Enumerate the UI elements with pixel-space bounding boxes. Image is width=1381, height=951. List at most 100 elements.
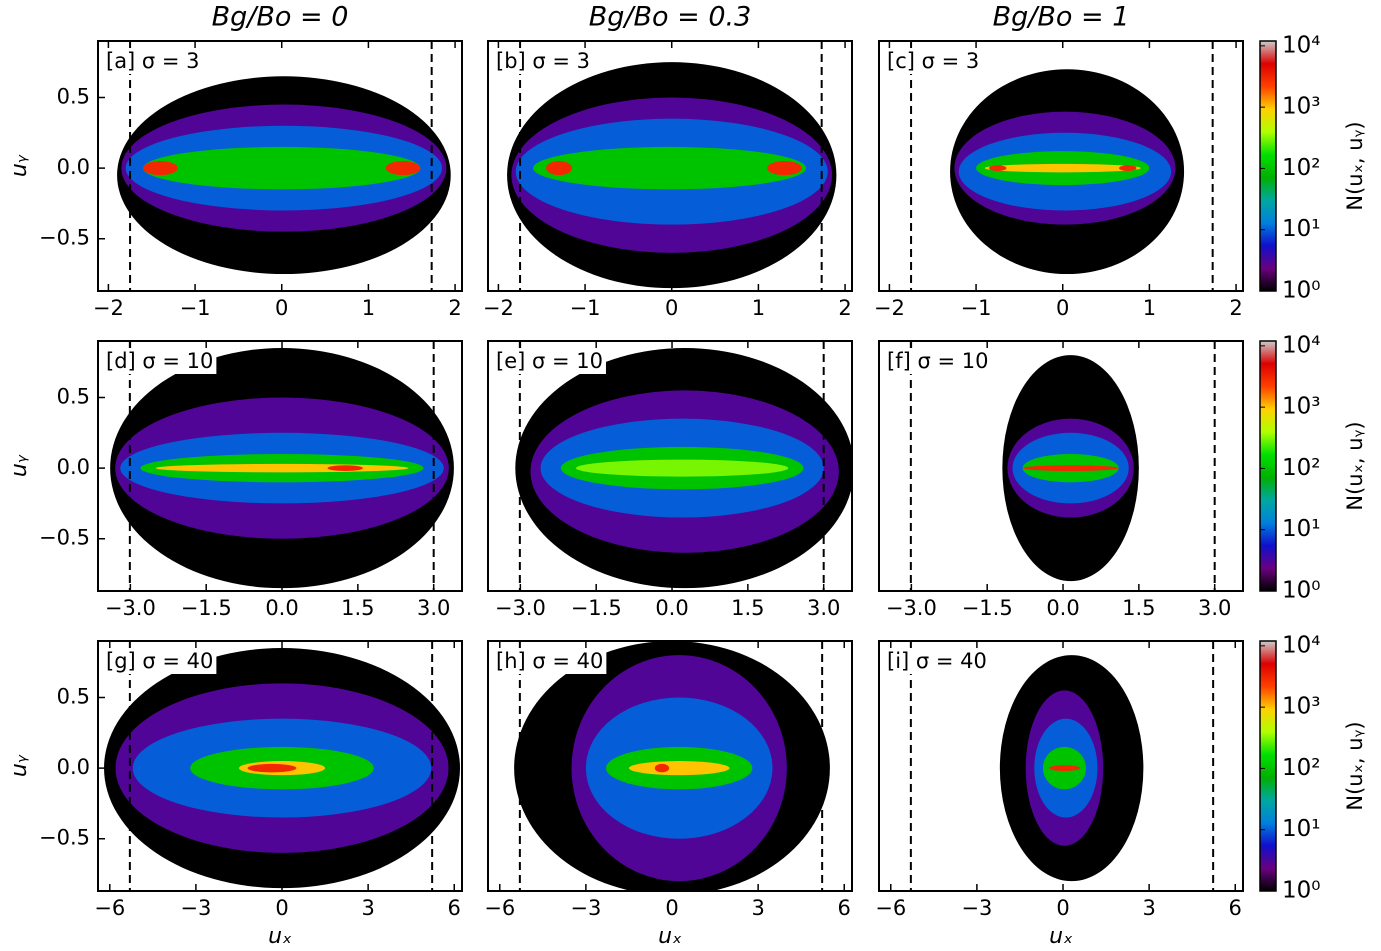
colorbar-tick-label: 10³ xyxy=(1282,694,1321,720)
density-region xyxy=(575,459,789,477)
panel-label-bg xyxy=(103,648,217,674)
x-tick-label: −1.5 xyxy=(181,596,232,620)
y-axis-label: uᵧ xyxy=(7,154,32,177)
y-tick-label: 0.0 xyxy=(57,155,90,179)
plot-frame xyxy=(97,40,463,292)
x-tick-label: −2 xyxy=(874,296,905,320)
colorbar-tick-label: 10² xyxy=(1282,155,1321,181)
x-tick-label: −3 xyxy=(961,896,992,920)
panel-label-bg xyxy=(884,348,992,374)
colorbar-tick-label: 10⁴ xyxy=(1282,32,1321,58)
density-region xyxy=(155,463,409,473)
density-region xyxy=(654,763,670,773)
x-tick-label: 1.5 xyxy=(731,596,764,620)
y-tick-label: 0.5 xyxy=(57,384,90,408)
x-tick-label: 0.0 xyxy=(265,596,298,620)
plot-frame xyxy=(487,40,853,292)
colorbar-tick-label: 10⁰ xyxy=(1282,278,1321,304)
panel xyxy=(507,41,837,291)
panel-label-bg xyxy=(884,648,990,674)
colorbar-tick-label: 10³ xyxy=(1282,94,1321,120)
x-tick-label: 3.0 xyxy=(417,596,450,620)
panel-label-bg xyxy=(493,348,606,374)
x-tick-label: 1 xyxy=(362,296,375,320)
density-region xyxy=(767,161,802,176)
panel-label: [d] σ = 10 xyxy=(106,349,213,373)
plot-frame xyxy=(487,340,853,592)
colorbar-tick-label: 10¹ xyxy=(1282,216,1321,242)
column-title: Bg/Bo = 1 xyxy=(993,2,1130,33)
x-tick-label: −6 xyxy=(484,896,515,920)
panel-label: [c] σ = 3 xyxy=(887,49,979,73)
x-tick-label: 3.0 xyxy=(807,596,840,620)
x-tick-label: 3.0 xyxy=(1198,596,1231,620)
y-axis-label: uᵧ xyxy=(7,754,32,777)
panel-label-bg xyxy=(103,348,217,374)
x-tick-label: −1.5 xyxy=(962,596,1013,620)
panel-label-bg xyxy=(493,48,594,74)
x-tick-label: 6 xyxy=(448,896,461,920)
panel-label-bg xyxy=(884,48,983,74)
x-tick-label: 0 xyxy=(275,896,288,920)
x-tick-label: −1 xyxy=(570,296,601,320)
panel-label: [i] σ = 40 xyxy=(887,649,987,673)
plot-frame xyxy=(97,340,463,592)
y-tick-label: −0.5 xyxy=(39,826,90,850)
x-tick-label: 1 xyxy=(752,296,765,320)
x-tick-label: 2 xyxy=(838,296,851,320)
y-tick-label: −0.5 xyxy=(39,226,90,250)
colorbar-tick-label: 10⁰ xyxy=(1282,878,1321,904)
y-axis-label: uᵧ xyxy=(7,454,32,477)
y-tick-label: −0.5 xyxy=(39,526,90,550)
plot-frame xyxy=(97,640,463,892)
x-tick-label: −2 xyxy=(483,296,514,320)
x-tick-label: −6 xyxy=(875,896,906,920)
density-region xyxy=(628,761,730,776)
x-tick-label: 3 xyxy=(751,896,764,920)
plot-frame xyxy=(878,40,1244,292)
density-region xyxy=(143,161,178,176)
density-region xyxy=(1119,165,1137,171)
x-tick-label: −1 xyxy=(180,296,211,320)
plot-frame xyxy=(487,640,853,892)
x-tick-label: 0 xyxy=(665,896,678,920)
x-tick-label: −3.0 xyxy=(886,596,937,620)
panel-label-bg xyxy=(103,48,203,74)
x-tick-label: −3.0 xyxy=(105,596,156,620)
x-tick-label: 1.5 xyxy=(1122,596,1155,620)
plot-frame xyxy=(878,640,1244,892)
x-tick-label: 2 xyxy=(448,296,461,320)
density-region xyxy=(385,161,421,176)
density-region xyxy=(546,161,573,176)
colorbar-label: N(uₓ, uᵧ) xyxy=(1343,121,1367,210)
panel-label: [g] σ = 40 xyxy=(106,649,213,673)
x-tick-label: 0 xyxy=(665,296,678,320)
colorbar-tick-label: 10³ xyxy=(1282,394,1321,420)
colorbar-label: N(uₓ, uᵧ) xyxy=(1343,721,1367,810)
x-tick-label: 3 xyxy=(1142,896,1155,920)
x-tick-label: 6 xyxy=(1229,896,1242,920)
density-region xyxy=(1022,465,1119,471)
colorbar xyxy=(1259,40,1277,292)
colorbar-tick-label: 10⁴ xyxy=(1282,332,1321,358)
panel-label: [a] σ = 3 xyxy=(106,49,200,73)
x-tick-label: 0.0 xyxy=(655,596,688,620)
panel xyxy=(910,41,1214,291)
colorbar xyxy=(1259,640,1277,892)
plot-frame xyxy=(878,340,1244,592)
x-axis-label: uₓ xyxy=(658,924,682,949)
x-tick-label: −3.0 xyxy=(495,596,546,620)
colorbar-label: N(uₓ, uᵧ) xyxy=(1343,421,1367,510)
panel xyxy=(110,341,454,591)
density-region xyxy=(247,763,297,773)
column-title: Bg/Bo = 0 xyxy=(212,2,349,33)
x-tick-label: −6 xyxy=(94,896,125,920)
x-tick-label: 1 xyxy=(1143,296,1156,320)
x-tick-label: −2 xyxy=(93,296,124,320)
panel-label: [f] σ = 10 xyxy=(887,349,988,373)
x-tick-label: 0 xyxy=(1056,896,1069,920)
panel xyxy=(104,641,460,891)
x-tick-label: −1.5 xyxy=(571,596,622,620)
x-tick-label: 0 xyxy=(275,296,288,320)
